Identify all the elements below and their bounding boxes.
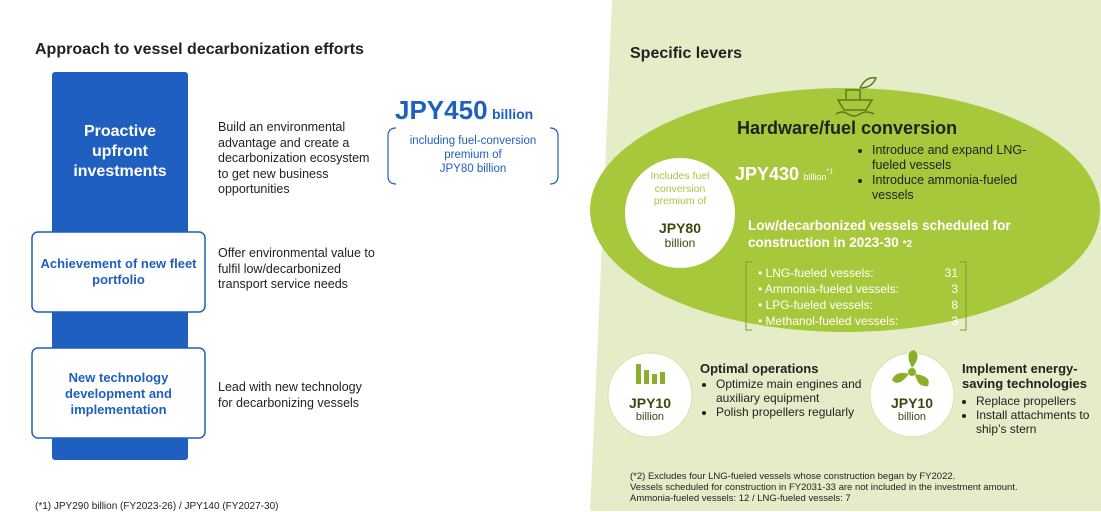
left-title: Approach to vessel decarbonization effor… (35, 41, 364, 58)
hardware-amount: JPY430 billion*1 (735, 164, 833, 185)
line: (*2) Excludes four LNG-fueled vessels wh… (630, 471, 956, 482)
operations-amount: JPY10 (628, 395, 672, 411)
t: LPG-fueled vessels: (765, 298, 873, 312)
note: including fuel-conversion premium of (409, 135, 537, 161)
name: • Methanol-fueled vessels: (758, 314, 899, 328)
box-label: New technology development and implement… (65, 370, 172, 417)
box-label: Proactive upfront investments (73, 123, 167, 180)
unit: billion (803, 172, 827, 182)
note: *2 (902, 239, 913, 250)
note-amount: JPY80 billion (439, 163, 507, 175)
amount: JPY450 (395, 95, 488, 125)
count: 8 (951, 298, 958, 312)
hardware-ellipse (590, 88, 1100, 332)
chart-icon (636, 364, 665, 384)
name: • LNG-fueled vessels: (758, 266, 874, 280)
unit-note: *1 (826, 168, 834, 176)
box (31, 347, 206, 439)
energy-title: Implement energy-saving technologies (962, 361, 1087, 391)
operations-title: Optimal operations (700, 361, 819, 376)
line: Ammonia-fueled vessels: 12 / LNG-fueled … (630, 493, 851, 504)
unit: billion (491, 106, 534, 122)
name: • Ammonia-fueled vessels: (758, 282, 899, 296)
t: Methanol-fueled vessels: (765, 314, 899, 328)
premium-unit: billion (664, 236, 696, 250)
right-title: Specific levers (630, 45, 743, 62)
bullet: Install attachments to ship’s stern (976, 408, 1101, 436)
schedule-title: Low/decarbonized vessels scheduled for c… (748, 217, 1058, 253)
description: Offer environmental value to fulfil low/… (218, 246, 375, 291)
premium-amount: JPY80 (658, 220, 702, 236)
operations-bullets: Optimize main engines and auxiliary equi… (702, 377, 866, 419)
fan-icon (892, 350, 929, 387)
bullet: Optimize main engines and auxiliary equi… (716, 377, 866, 405)
description: Build an environmental advantage and cre… (218, 120, 370, 196)
line: Vessels scheduled for construction in FY… (630, 482, 1018, 493)
name: • LPG-fueled vessels: (758, 298, 873, 312)
amount: JPY430 (735, 164, 800, 184)
bullet: Polish propellers regularly (716, 405, 866, 419)
t: Ammonia-fueled vessels: (764, 282, 899, 296)
energy-unit: billion (897, 411, 927, 423)
row: • Ammonia-fueled vessels: 3 (758, 281, 958, 297)
bracket (549, 127, 559, 185)
energy-amount: JPY10 (890, 395, 934, 411)
box-label: Achievement of new fleet portfolio (40, 256, 197, 287)
text: Low/decarbonized vessels scheduled for c… (748, 218, 1011, 250)
ship-icon (835, 76, 878, 117)
investment-note: including fuel-conversion premium of JPY8… (400, 134, 546, 176)
description: Lead with new technology for decarbonizi… (218, 380, 362, 410)
operations-unit: billion (635, 411, 665, 423)
investment: JPY450 billion (395, 95, 533, 126)
box (31, 231, 206, 313)
footnote: (*1) JPY290 billion (FY2023-26) / JPY140… (35, 501, 279, 512)
premium-text: Includes fuel conversion premium of (650, 170, 710, 207)
bullet: Introduce ammonia-fueled vessels (872, 173, 1052, 203)
bullet: Introduce and expand LNG-fueled vessels (872, 143, 1052, 173)
hardware-bullets: Introduce and expand LNG-fueled vessels … (858, 143, 1052, 203)
count: 3 (951, 314, 958, 328)
energy-bullets: Replace propellers Install attachments t… (962, 394, 1101, 436)
count: 31 (944, 266, 958, 280)
footnote: (*2) Excludes four LNG-fueled vessels wh… (630, 471, 1018, 504)
premium-circle (625, 158, 735, 268)
operations-circle (607, 352, 693, 438)
row: • LNG-fueled vessels: 31 (758, 265, 958, 281)
vessel-list: • LNG-fueled vessels: 31 • Ammonia-fueled… (758, 265, 958, 329)
count: 3 (951, 282, 958, 296)
hardware-title: Hardware/fuel conversion (737, 118, 958, 138)
bullet: Replace propellers (976, 394, 1101, 408)
t: LNG-fueled vessels: (765, 266, 874, 280)
row: • Methanol-fueled vessels: 3 (758, 313, 958, 329)
bracket (387, 127, 397, 185)
bracket (745, 261, 967, 331)
row: • LPG-fueled vessels: 8 (758, 297, 958, 313)
